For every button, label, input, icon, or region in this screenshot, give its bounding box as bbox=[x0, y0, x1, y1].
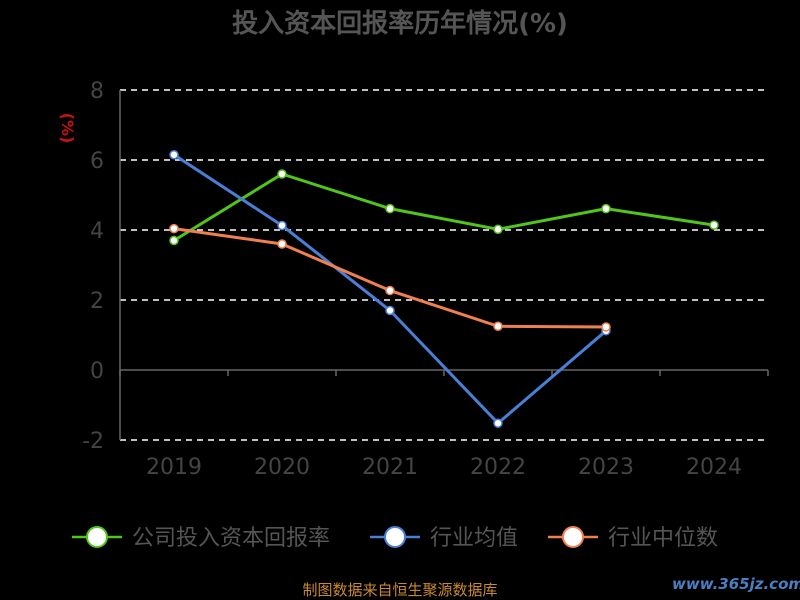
legend-label: 行业中位数 bbox=[608, 526, 718, 551]
legend: 公司投入资本回报率 行业均值 行业中位数 bbox=[72, 526, 718, 551]
y-tick-label: 4 bbox=[90, 219, 104, 244]
x-tick-label: 2021 bbox=[362, 455, 418, 480]
data-point bbox=[493, 418, 503, 428]
data-point bbox=[385, 305, 395, 316]
y-tick-label: -2 bbox=[82, 429, 104, 454]
source-note: 制图数据来自恒生聚源数据库 bbox=[302, 581, 497, 599]
data-point bbox=[169, 223, 179, 234]
legend-label: 行业均值 bbox=[430, 526, 518, 551]
series-line-1 bbox=[173, 172, 715, 242]
data-point bbox=[601, 322, 611, 332]
x-tick-label: 2024 bbox=[686, 455, 742, 480]
y-tick-label: 8 bbox=[90, 79, 104, 104]
x-axis: 2019 2020 2021 2022 2023 2024 bbox=[119, 90, 769, 480]
watermark: www.365jz.com bbox=[672, 575, 800, 593]
data-point bbox=[385, 285, 395, 296]
y-tick-label: 0 bbox=[90, 359, 104, 384]
data-point bbox=[601, 203, 611, 214]
y-axis-ticks: 8 6 4 2 0 -2 bbox=[82, 79, 104, 454]
data-point bbox=[493, 321, 503, 331]
x-tick-label: 2023 bbox=[578, 455, 634, 480]
y-tick-label: 2 bbox=[90, 289, 104, 314]
data-point bbox=[385, 203, 395, 214]
grid-lines bbox=[120, 89, 768, 441]
x-tick-label: 2019 bbox=[146, 455, 202, 480]
x-tick-label: 2020 bbox=[254, 455, 310, 480]
data-point bbox=[493, 224, 503, 235]
data-point bbox=[709, 220, 719, 230]
chart-title: 投入资本回报率历年情况(%) bbox=[232, 8, 568, 39]
data-point bbox=[277, 169, 287, 179]
data-point bbox=[169, 150, 179, 160]
legend-item-1: 公司投入资本回报率 bbox=[72, 526, 330, 551]
data-point bbox=[169, 235, 179, 246]
x-tick-label: 2022 bbox=[470, 455, 526, 480]
y-axis-label: (%) bbox=[58, 113, 77, 144]
data-point bbox=[277, 239, 287, 249]
legend-item-2: 行业均值 bbox=[370, 526, 518, 551]
legend-item-3: 行业中位数 bbox=[548, 526, 718, 551]
legend-marker bbox=[384, 526, 406, 548]
legend-label: 公司投入资本回报率 bbox=[132, 526, 330, 551]
y-tick-label: 6 bbox=[90, 149, 104, 174]
data-point bbox=[277, 220, 287, 231]
legend-marker bbox=[562, 526, 584, 548]
series-group bbox=[169, 150, 719, 428]
legend-marker bbox=[86, 526, 108, 548]
